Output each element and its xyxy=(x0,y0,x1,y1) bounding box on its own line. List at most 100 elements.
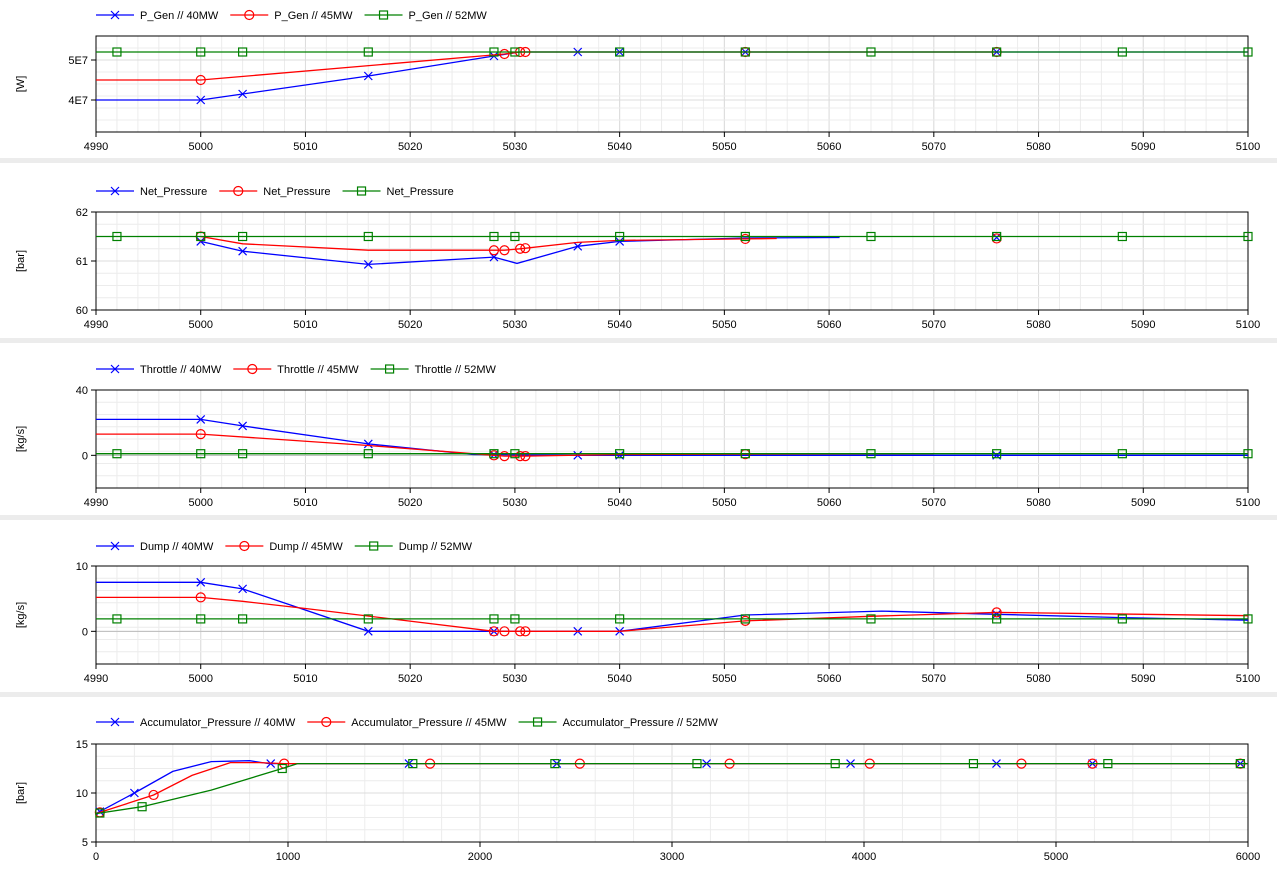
legend-item-2: Accumulator_Pressure // 45MW xyxy=(307,716,507,729)
y-axis-label: [W] xyxy=(15,76,27,93)
series-2 xyxy=(96,46,1002,86)
data-point xyxy=(866,449,876,459)
x-tick-label: 5100 xyxy=(1236,673,1260,685)
plot-frame xyxy=(95,389,1249,489)
y-tick-label: 10 xyxy=(76,788,88,800)
data-point xyxy=(277,763,287,774)
data-point xyxy=(499,626,510,637)
series-2 xyxy=(96,592,1249,637)
y-axis-label: [kg/s] xyxy=(15,426,27,452)
data-point xyxy=(196,414,206,424)
x-tick-label: 5030 xyxy=(503,141,527,153)
data-point xyxy=(196,231,206,242)
x-tick-label: 5070 xyxy=(922,497,946,509)
data-point xyxy=(363,260,373,269)
chart-panel-4: 4990 5000 5010 5020 5030 5040 5050 5060 5070 5080… xyxy=(15,540,1260,685)
x-tick-label: 1000 xyxy=(276,851,300,863)
legend-label: Throttle // 40MW xyxy=(140,364,222,376)
data-point xyxy=(520,626,531,637)
y-axis-label: [bar] xyxy=(15,782,27,804)
data-point xyxy=(1117,231,1127,242)
data-point xyxy=(499,451,510,462)
series-line xyxy=(96,51,997,81)
legend-item-1: Net_Pressure xyxy=(96,186,207,198)
legend-item-2: P_Gen // 45MW xyxy=(230,9,353,22)
series-1 xyxy=(96,414,1248,460)
data-point xyxy=(489,614,499,624)
legend-marker xyxy=(239,540,250,552)
data-point xyxy=(1117,614,1127,624)
data-point xyxy=(866,231,876,242)
data-point xyxy=(363,439,373,449)
data-point xyxy=(112,449,122,459)
legend-item-3: Net_Pressure xyxy=(342,186,454,198)
x-tick-label: 5080 xyxy=(1026,673,1050,685)
x-tick-label: 5090 xyxy=(1131,497,1155,509)
data-point xyxy=(992,449,1002,459)
legend-item-2: Net_Pressure xyxy=(219,185,331,198)
series-line xyxy=(200,236,840,266)
y-axis-label: [bar] xyxy=(15,250,27,272)
legend-marker xyxy=(247,363,258,375)
data-point xyxy=(510,47,520,57)
y-tick-label: 62 xyxy=(76,207,88,219)
y-tick-label: 0 xyxy=(82,626,88,638)
x-tick-label: 5000 xyxy=(188,319,212,331)
y-tick-label: 4E7 xyxy=(68,95,88,107)
legend-marker xyxy=(532,717,543,727)
x-tick-label: 5020 xyxy=(398,673,422,685)
data-point xyxy=(488,245,500,256)
data-point xyxy=(615,614,625,624)
x-tick-label: 5100 xyxy=(1236,141,1260,153)
data-point xyxy=(510,231,520,242)
x-tick-label: 5020 xyxy=(398,497,422,509)
x-tick-label: 5100 xyxy=(1236,497,1260,509)
series-line xyxy=(96,433,934,457)
data-point xyxy=(363,231,373,242)
chart-panel-3: 4990 5000 5010 5020 5030 5040 5050 5060 5070 5080… xyxy=(15,363,1260,509)
x-tick-label: 0 xyxy=(93,851,99,863)
data-point xyxy=(615,449,625,459)
x-tick-label: 5010 xyxy=(293,319,317,331)
x-tick-label: 5020 xyxy=(398,141,422,153)
legend-item-3: P_Gen // 52MW xyxy=(364,10,487,22)
data-point xyxy=(992,47,1002,57)
y-tick-label: 60 xyxy=(76,305,88,317)
data-point xyxy=(195,429,206,440)
legend-item-3: Throttle // 52MW xyxy=(370,364,497,376)
data-point xyxy=(499,245,510,256)
x-tick-label: 5030 xyxy=(503,497,527,509)
panel-separator xyxy=(0,515,1277,520)
legend-marker xyxy=(110,717,120,727)
data-point xyxy=(992,614,1002,624)
legend-item-1: Dump // 40MW xyxy=(96,541,214,553)
data-point xyxy=(1243,231,1253,242)
data-point xyxy=(1117,449,1127,459)
x-tick-label: 5100 xyxy=(1236,319,1260,331)
data-point xyxy=(866,47,876,57)
legend-label: Throttle // 45MW xyxy=(277,364,359,376)
x-tick-label: 5090 xyxy=(1131,319,1155,331)
x-tick-label: 5000 xyxy=(188,141,212,153)
x-tick-label: 5090 xyxy=(1131,673,1155,685)
data-point xyxy=(196,614,206,624)
legend-label: Net_Pressure xyxy=(263,186,330,198)
x-tick-label: 5060 xyxy=(817,497,841,509)
x-tick-label: 5030 xyxy=(503,319,527,331)
data-point xyxy=(740,614,750,624)
data-point xyxy=(196,577,206,587)
legend-label: Dump // 52MW xyxy=(399,541,473,553)
data-point xyxy=(196,95,206,105)
x-tick-label: 4990 xyxy=(84,141,108,153)
data-point xyxy=(1103,758,1113,769)
x-tick-label: 5010 xyxy=(293,141,317,153)
data-point xyxy=(489,449,499,459)
x-tick-label: 4990 xyxy=(84,497,108,509)
x-tick-label: 5060 xyxy=(817,319,841,331)
x-tick-label: 5070 xyxy=(922,141,946,153)
legend-marker xyxy=(378,10,389,20)
x-tick-label: 5080 xyxy=(1026,497,1050,509)
data-point xyxy=(238,421,248,431)
series-3 xyxy=(96,614,1253,624)
